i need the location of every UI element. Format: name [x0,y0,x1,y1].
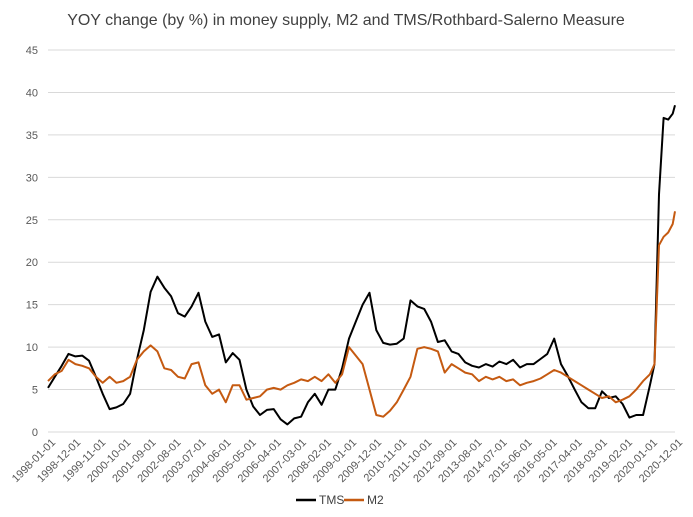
y-tick-label: 15 [26,300,38,312]
x-axis: 1998-01-011998-12-011999-11-012000-10-01… [10,437,685,485]
y-tick-label: 45 [26,45,38,57]
y-tick-label: 30 [26,172,38,184]
y-tick-label: 25 [26,215,38,227]
series-line-m2 [47,211,676,418]
y-tick-label: 5 [32,385,38,397]
y-axis: 0 5 10 15 20 25 30 35 40 45 [26,45,38,439]
legend-label-tms: TMS [319,493,344,507]
chart-title: YOY change (by %) in money supply, M2 an… [67,12,625,29]
gridlines [48,49,675,433]
y-tick-label: 10 [26,342,38,354]
y-tick-label: 40 [26,87,38,99]
y-tick-label: 20 [26,257,38,269]
series-line-tms [47,104,676,426]
series-lines [47,104,676,426]
y-tick-label: 0 [32,427,38,439]
legend-label-m2: M2 [367,493,384,507]
legend: TMS M2 [296,493,384,507]
y-tick-label: 35 [26,130,38,142]
